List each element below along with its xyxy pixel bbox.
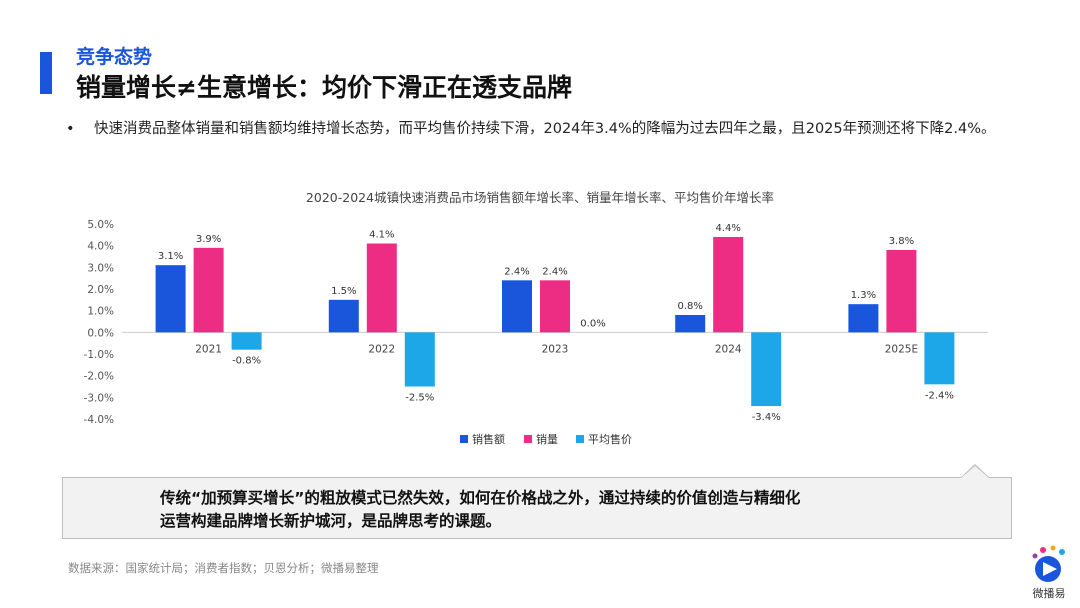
y-tick-label: -4.0% [84,414,114,426]
y-tick-label: -1.0% [84,349,114,361]
bar [366,243,397,333]
bar [886,250,917,333]
legend-label: 销量 [536,432,558,446]
bar [924,332,955,385]
bar [713,237,744,333]
y-tick-label: 5.0% [87,219,114,231]
callout-notch-fill [961,466,989,478]
bar [193,247,224,333]
bar [751,332,782,406]
data-label: 3.8% [889,236,914,247]
section-label: 竞争态势 [76,46,153,68]
y-tick-label: 3.0% [87,262,114,274]
legend-swatch [576,435,584,443]
bullet-marker: • [66,121,75,137]
bullet-text: 快速消费品整体销量和销售额均维持增长态势，而平均售价持续下滑，2024年3.4%… [94,121,996,137]
y-tick-label: -3.0% [84,392,114,404]
data-label: 0.8% [677,301,702,312]
legend-swatch [524,435,532,443]
legend-label: 平均售价 [588,432,632,446]
data-label: 0.0% [580,318,605,329]
bar [231,332,262,350]
data-label: 3.9% [196,234,221,245]
callout-line-2: 运营构建品牌增长新护城河，是品牌思考的课题。 [160,512,502,530]
data-source: 数据来源：国家统计局；消费者指数；贝恩分析；微播易整理 [68,561,379,575]
legend-swatch [460,435,468,443]
bar [328,299,359,333]
logo-text: 微播易 [1032,587,1066,600]
accent-bar [40,52,52,94]
y-tick-label: 1.0% [87,306,114,318]
data-label: 1.5% [331,286,356,297]
x-tick-label: 2025E [885,343,918,355]
page-title: 销量增长≠生意增长：均价下滑正在透支品牌 [76,73,572,102]
x-tick-label: 2022 [368,343,395,355]
data-label: -2.5% [405,393,434,404]
bar [848,304,879,333]
callout-line-1: 传统“加预算买增长”的粗放模式已然失效，如何在价格战之外，通过持续的价值创造与精… [160,489,801,507]
data-label: -2.4% [925,390,954,401]
x-tick-label: 2021 [195,343,222,355]
data-label: 4.1% [369,230,394,241]
chart-legend: 销售额 销量 平均售价 [460,432,632,446]
y-tick-label: 4.0% [87,241,114,253]
data-label: 2.4% [504,266,529,277]
data-label: 3.1% [158,251,183,262]
data-label: 4.4% [715,223,740,234]
bar [404,332,435,387]
y-axis: 5.0% 4.0% 3.0% 2.0% 1.0% 0.0% -1.0% -2.0% -3.0% -… [84,219,114,426]
weiboyi-logo-icon [1032,545,1065,582]
x-tick-label: 2023 [542,343,569,355]
data-label: -0.8% [232,356,261,367]
bar [675,315,706,333]
x-tick-label: 2024 [715,343,742,355]
y-tick-label: 2.0% [87,284,114,296]
bullet-point: • 快速消费品整体销量和销售额均维持增长态势，而平均售价持续下滑，2024年3.… [66,118,1026,140]
bar [502,280,532,333]
bars-group: 3.1% 3.9% -0.8% 2021 1.5% 4.1% -2.5% 2022 2.4% 2.… [155,223,955,423]
legend-label: 销售额 [472,432,505,446]
data-label: -3.4% [752,412,781,423]
bar [155,265,186,333]
callout-box [62,477,1012,539]
callout-text: 传统“加预算买增长”的粗放模式已然失效，如何在价格战之外，通过持续的价值创造与精… [160,487,960,533]
bar-chart: 2020-2024城镇快速消费品市场销售额年增长率、销量年增长率、平均售价年增长… [84,190,988,446]
y-tick-label: -2.0% [84,371,114,383]
y-tick-label: 0.0% [87,327,114,339]
data-label: 2.4% [542,266,567,277]
data-label: 1.3% [851,290,876,301]
chart-title: 2020-2024城镇快速消费品市场销售额年增长率、销量年增长率、平均售价年增长… [306,190,774,205]
bar [540,280,570,333]
